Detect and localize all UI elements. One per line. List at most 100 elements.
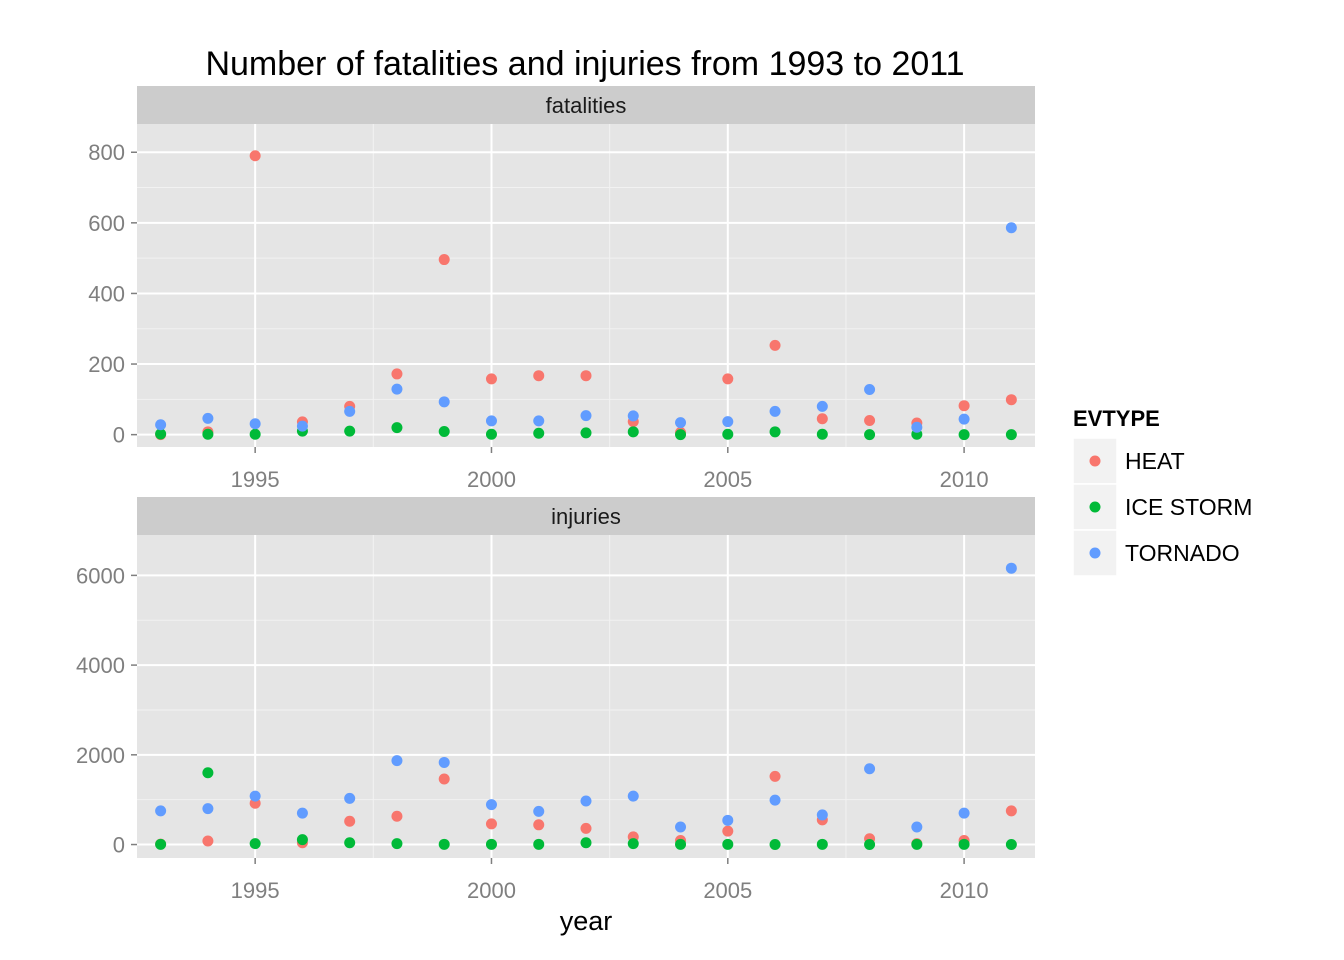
data-point-heat	[864, 415, 876, 427]
x-tick-label: 1995	[231, 878, 280, 903]
legend-items: HEAT ICE STORM TORNADO	[1072, 437, 1252, 577]
data-point-tornado	[958, 807, 970, 819]
y-tick-label: 400	[88, 281, 125, 306]
data-point-heat	[202, 835, 214, 847]
data-point-tornado	[958, 413, 970, 425]
data-point-tornado	[627, 410, 639, 422]
data-point-ice-storm	[580, 837, 592, 849]
data-point-heat	[1005, 394, 1017, 406]
data-point-tornado	[911, 821, 923, 833]
data-point-ice-storm	[627, 838, 639, 850]
data-point-tornado	[627, 790, 639, 802]
data-point-heat	[391, 368, 403, 380]
data-point-ice-storm	[911, 838, 923, 850]
data-point-heat	[438, 773, 450, 785]
panel-background	[137, 124, 1035, 447]
x-tick-label: 2000	[467, 467, 516, 492]
facet-panels: 1995 2000 2005 20100200400600800fatalities1…	[76, 86, 1035, 903]
data-point-ice-storm	[958, 838, 970, 850]
data-point-ice-storm	[722, 838, 734, 850]
data-point-ice-storm	[155, 428, 167, 440]
data-point-heat	[769, 339, 781, 351]
data-point-ice-storm	[722, 428, 734, 440]
legend-title: EVTYPE	[1073, 406, 1160, 431]
data-point-tornado	[816, 400, 828, 412]
data-point-tornado	[391, 383, 403, 395]
data-point-ice-storm	[580, 427, 592, 439]
facet-fatalities: 1995 2000 2005 2010 0 200 400 600 800 fatalities	[88, 86, 1035, 492]
data-point-tornado	[580, 795, 592, 807]
data-point-heat	[533, 370, 545, 382]
data-point-tornado	[202, 412, 214, 424]
data-point-tornado	[675, 821, 687, 833]
legend: EVTYPE HEAT ICE STORM TORNADO	[1072, 406, 1252, 577]
facet-strip	[137, 497, 1035, 535]
data-point-heat	[344, 815, 356, 827]
data-point-tornado	[769, 794, 781, 806]
data-point-ice-storm	[202, 428, 214, 440]
data-point-tornado	[485, 799, 497, 811]
data-point-ice-storm	[816, 838, 828, 850]
data-point-tornado	[249, 790, 261, 802]
data-point-ice-storm	[296, 834, 308, 846]
data-point-tornado	[155, 419, 167, 431]
data-point-ice-storm	[864, 429, 876, 441]
data-point-tornado	[344, 405, 356, 417]
data-point-tornado	[722, 416, 734, 428]
data-point-heat	[1005, 805, 1017, 817]
x-tick-label: 2010	[940, 467, 989, 492]
data-point-tornado	[1005, 562, 1017, 574]
data-point-ice-storm	[249, 428, 261, 440]
data-point-tornado	[438, 756, 450, 768]
data-point-heat	[580, 370, 592, 382]
data-point-tornado	[155, 805, 167, 817]
data-point-tornado	[533, 805, 545, 817]
panel-background	[137, 535, 1035, 858]
facet-strip	[137, 86, 1035, 124]
legend-label: ICE STORM	[1125, 494, 1252, 520]
facet-injuries: 1995 2000 2005 2010 0 2000 4000 6000 injuries	[76, 497, 1035, 903]
data-point-tornado	[1005, 222, 1017, 234]
data-point-ice-storm	[485, 838, 497, 850]
y-tick-label: 800	[88, 140, 125, 165]
data-point-heat	[722, 373, 734, 385]
data-point-heat	[485, 373, 497, 385]
y-tick-label: 6000	[76, 563, 125, 588]
data-point-ice-storm	[864, 839, 876, 851]
data-point-ice-storm	[769, 839, 781, 851]
data-point-heat	[485, 818, 497, 830]
data-point-ice-storm	[438, 838, 450, 850]
y-tick-label: 200	[88, 352, 125, 377]
chart-title: Number of fatalities and injuries from 1…	[205, 45, 964, 83]
data-point-ice-storm	[675, 429, 687, 441]
data-point-ice-storm	[438, 425, 450, 437]
data-point-tornado	[249, 418, 261, 430]
data-point-ice-storm	[816, 428, 828, 440]
data-point-heat	[769, 770, 781, 782]
legend-label: TORNADO	[1125, 540, 1240, 566]
data-point-tornado	[391, 755, 403, 767]
legend-key-point	[1089, 455, 1101, 467]
x-tick-label: 2000	[467, 878, 516, 903]
data-point-tornado	[296, 420, 308, 432]
data-point-ice-storm	[485, 428, 497, 440]
y-tick-label: 0	[113, 833, 125, 858]
data-point-ice-storm	[344, 425, 356, 437]
data-point-tornado	[344, 792, 356, 804]
data-point-tornado	[580, 410, 592, 422]
data-point-ice-storm	[1005, 839, 1017, 851]
data-point-ice-storm	[958, 429, 970, 441]
data-point-heat	[249, 150, 261, 162]
data-point-heat	[580, 822, 592, 834]
y-tick-label: 2000	[76, 743, 125, 768]
data-point-heat	[958, 400, 970, 412]
data-point-tornado	[769, 405, 781, 417]
data-point-tornado	[911, 421, 923, 433]
data-point-ice-storm	[1005, 429, 1017, 441]
data-point-heat	[816, 413, 828, 425]
legend-label: HEAT	[1125, 448, 1185, 474]
data-point-tornado	[438, 396, 450, 408]
data-point-heat	[438, 254, 450, 266]
data-point-ice-storm	[533, 838, 545, 850]
